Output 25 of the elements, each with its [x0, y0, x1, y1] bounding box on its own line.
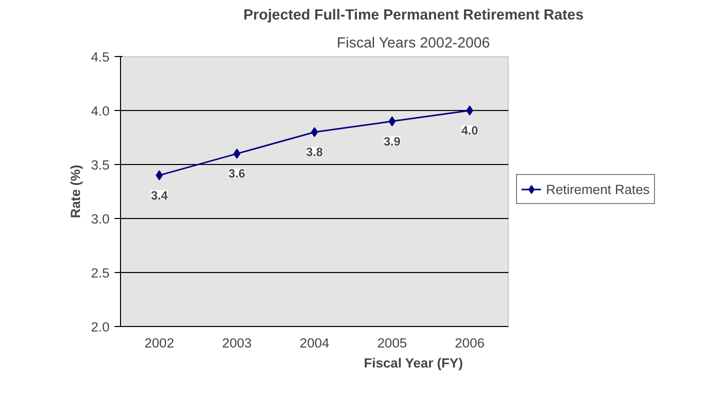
y-tick-label: 2.5: [90, 266, 110, 280]
x-tick-label: 2004: [300, 336, 330, 350]
x-tick-label: 2005: [377, 336, 407, 350]
text: 3.6: [228, 166, 246, 181]
chart-subtitle: Fiscal Years 2002-2006: [336, 36, 490, 52]
point: [233, 148, 240, 159]
x-tick-label: 2003: [222, 336, 252, 350]
x-axis-title: Fiscal Year (FY): [364, 356, 463, 370]
y-tick-label: 2.0: [90, 320, 110, 334]
text: 4.0: [461, 124, 478, 138]
text: 3.8: [306, 145, 323, 160]
point: [388, 116, 396, 126]
x-tick-label: 2002: [144, 336, 174, 350]
y-axis-title: Rate (%): [68, 164, 83, 218]
point: [466, 106, 474, 116]
x-tick-label: 2006: [454, 336, 485, 350]
text: 3.4: [150, 188, 168, 202]
y-tick-label: 3.0: [90, 212, 110, 226]
point: [156, 170, 163, 180]
text: 3.9: [384, 134, 400, 148]
chart-title: Projected Full-Time Permanent Retirement Rates: [243, 8, 584, 24]
legend-label: Retirement Rates: [546, 182, 650, 196]
y-tick-label: 4.5: [90, 50, 110, 64]
y-tick-label: 3.5: [90, 158, 110, 172]
y-tick-label: 4.0: [90, 104, 110, 118]
